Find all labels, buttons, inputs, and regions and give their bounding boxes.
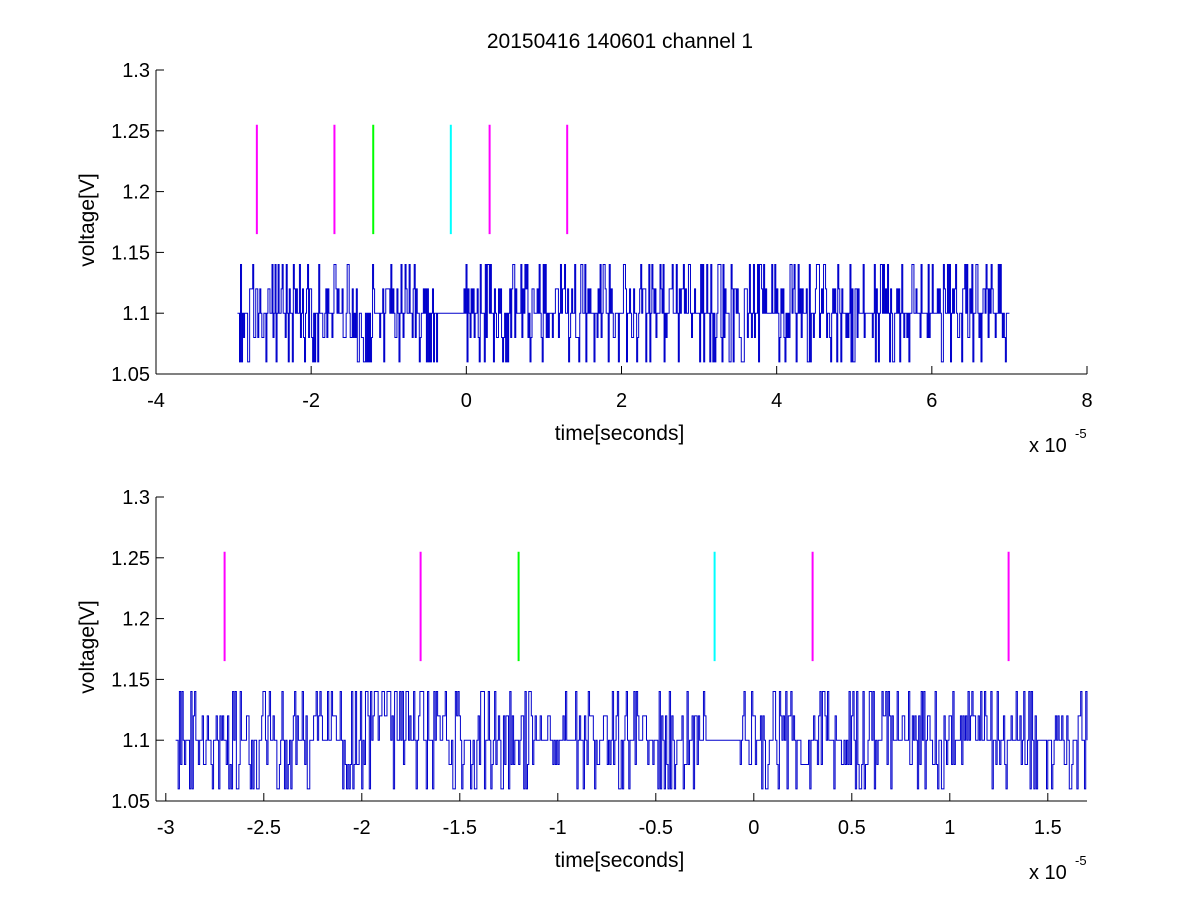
x-tick-label: -2.5 [247, 817, 281, 839]
x-tick-label: -1 [549, 817, 567, 839]
y-tick-label: 1.25 [111, 121, 150, 143]
x-scale-factor: x 10 [1029, 435, 1067, 457]
x-axis-label: time[seconds] [555, 849, 685, 872]
x-tick-label: 0.5 [838, 817, 866, 839]
voltage-trace [175, 691, 1088, 790]
y-tick-label: 1.3 [122, 487, 150, 509]
x-tick-label: -1.5 [443, 817, 477, 839]
y-tick-label: 1.25 [111, 548, 150, 570]
x-tick-label: 0 [461, 390, 472, 412]
y-axis-label: voltage[V] [76, 600, 99, 693]
top-plot: -4 -2 0 2 4 6 8 1.05 1.1 1.15 1.2 1.25 1.3 time[secon… [76, 60, 1093, 457]
y-tick-label: 1.2 [122, 609, 150, 631]
x-tick-label: -2 [353, 817, 371, 839]
figure-title: 20150416 140601 channel 1 [487, 30, 753, 53]
x-scale-exponent: -5 [1075, 426, 1087, 441]
x-tick-label: -3 [157, 817, 175, 839]
x-tick-label: -4 [147, 390, 165, 412]
y-tick-label: 1.3 [122, 60, 150, 82]
x-tick-label: 1.5 [1034, 817, 1062, 839]
x-tick-label: 1 [944, 817, 955, 839]
x-tick-label: 2 [616, 390, 627, 412]
y-tick-label: 1.05 [111, 791, 150, 813]
x-tick-label: 4 [771, 390, 782, 412]
x-tick-label: 0 [748, 817, 759, 839]
x-tick-label: -0.5 [639, 817, 673, 839]
x-scale-factor: x 10 [1029, 862, 1067, 884]
y-tick-label: 1.1 [122, 730, 150, 752]
x-axis-label: time[seconds] [555, 422, 685, 445]
voltage-trace [237, 264, 1010, 363]
y-tick-label: 1.1 [122, 303, 150, 325]
x-tick-label: 8 [1081, 390, 1092, 412]
y-tick-label: 1.05 [111, 364, 150, 386]
y-tick-label: 1.2 [122, 182, 150, 204]
x-scale-exponent: -5 [1075, 853, 1087, 868]
bottom-plot: -3 -2.5 -2 -1.5 -1 -0.5 0 0.5 1 1.5 1.05 1.1 1.15 1.2… [76, 487, 1088, 884]
y-tick-label: 1.15 [111, 669, 150, 691]
y-tick-label: 1.15 [111, 242, 150, 264]
x-tick-label: -2 [302, 390, 320, 412]
x-tick-label: 6 [926, 390, 937, 412]
y-axis-label: voltage[V] [76, 173, 99, 266]
